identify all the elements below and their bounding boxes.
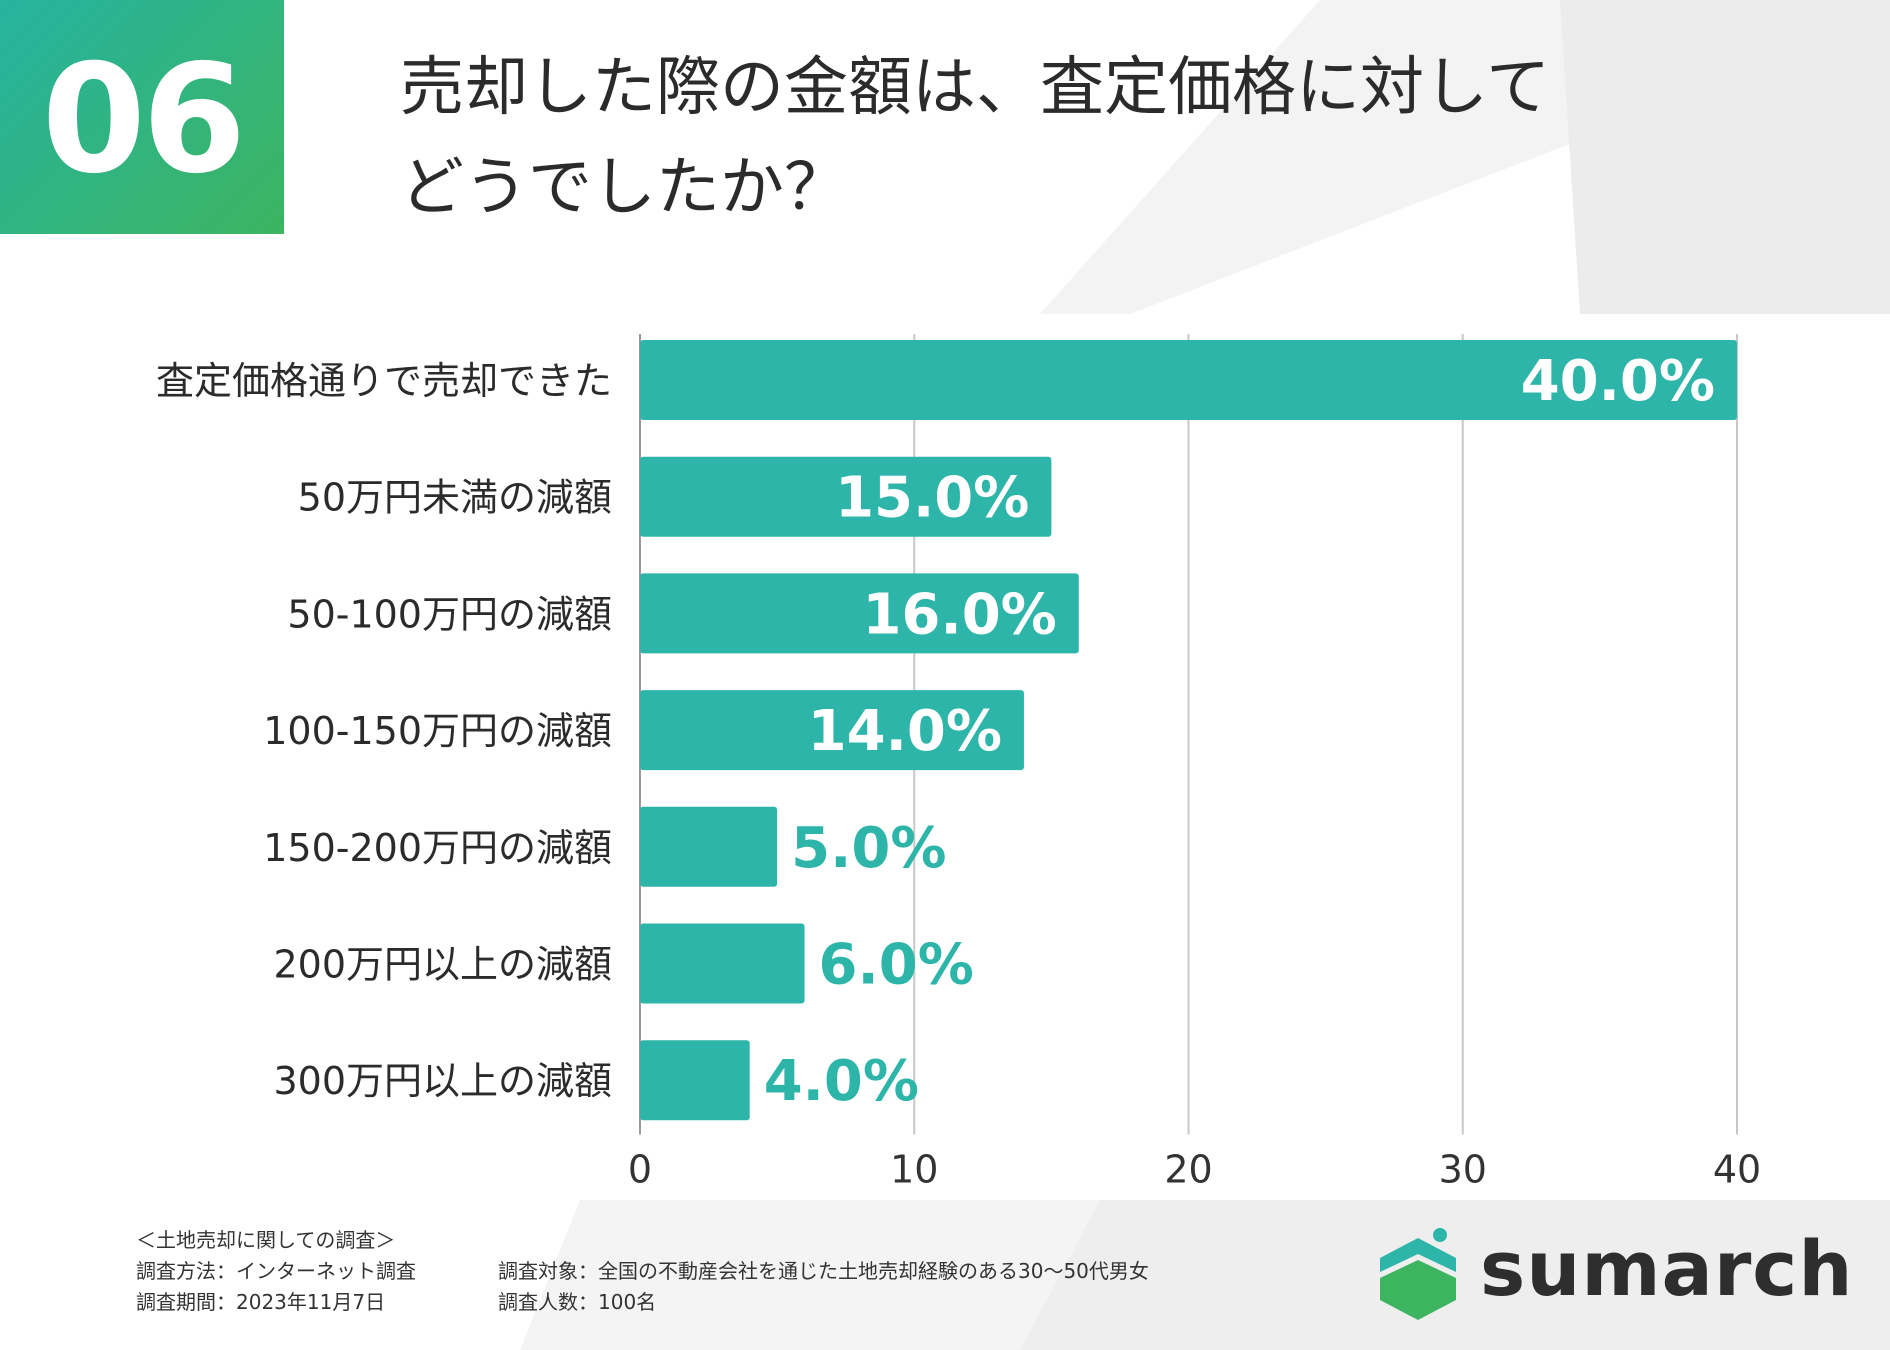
category-label: 300万円以上の減額 <box>273 1059 612 1103</box>
brand-logo: sumarch <box>1378 1224 1852 1320</box>
category-label: 50万円未満の減額 <box>298 476 612 520</box>
chart-panel: 0 10 20 30 40 査定価格通りで売却できた 40.0% 50万円未満の減額 15.0%… <box>50 314 1845 1199</box>
page-title: 売却した際の金額は、査定価格に対して どうでしたか？ <box>400 38 1800 238</box>
value-label: 6.0% <box>819 933 974 998</box>
question-number: 06 <box>41 33 247 207</box>
category-label: 査定価格通りで売却できた <box>156 359 612 403</box>
x-tick-label: 30 <box>1439 1148 1487 1192</box>
survey-count: 調査人数：100名 <box>498 1290 657 1314</box>
survey-method: 調査方法：インターネット調査 <box>136 1259 416 1283</box>
brand-name: sumarch <box>1480 1224 1854 1313</box>
survey-period: 調査期間：2023年11月7日 <box>136 1290 386 1314</box>
bar <box>640 456 1052 537</box>
value-label: 16.0% <box>863 582 1057 647</box>
title-line-2: どうでしたか？ <box>400 151 848 225</box>
category-label: 50-100万円の減額 <box>287 592 612 636</box>
x-tick-label: 10 <box>890 1148 938 1192</box>
bar <box>640 806 778 887</box>
bar <box>640 340 1737 420</box>
survey-target: 調査対象：全国の不動産会社を通じた土地売却経験のある30〜50代男女 <box>498 1259 1149 1283</box>
category-label: 100-150万円の減額 <box>263 709 612 753</box>
bar <box>640 690 1024 771</box>
value-label: 14.0% <box>808 699 1002 764</box>
bar-chart: 0 10 20 30 40 査定価格通りで売却できた 40.0% 50万円未満の減額 15.0%… <box>156 334 1761 1192</box>
value-label: 40.0% <box>1521 349 1715 414</box>
x-tick-label: 0 <box>628 1148 652 1192</box>
value-label: 15.0% <box>835 466 1029 531</box>
category-label: 150-200万円の減額 <box>263 826 612 870</box>
x-tick-label: 20 <box>1164 1148 1212 1192</box>
question-number-badge: 06 <box>0 0 284 234</box>
house-logo-icon <box>1380 1228 1456 1320</box>
bar <box>640 1040 750 1121</box>
bar <box>640 573 1079 654</box>
x-tick-label: 40 <box>1713 1148 1761 1192</box>
survey-footer: ＜土地売却に関しての調査＞ 調査方法：インターネット調査 調査対象：全国の不動産… <box>136 1225 1336 1318</box>
value-label: 5.0% <box>791 816 946 881</box>
category-label: 200万円以上の減額 <box>273 943 612 987</box>
bar <box>640 923 805 1004</box>
value-label: 4.0% <box>764 1049 919 1114</box>
title-line-1: 売却した際の金額は、査定価格に対して <box>400 51 1551 125</box>
survey-name: ＜土地売却に関しての調査＞ <box>136 1228 396 1252</box>
